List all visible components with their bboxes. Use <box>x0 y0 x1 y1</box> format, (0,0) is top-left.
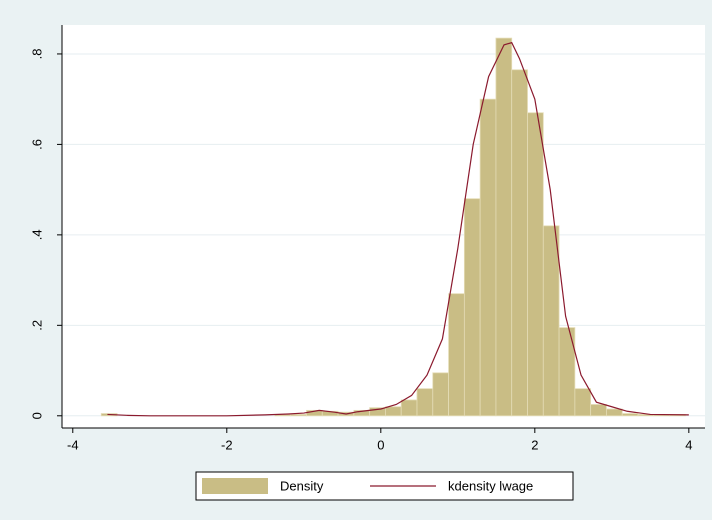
bar <box>400 399 418 417</box>
bar <box>479 98 497 417</box>
bar <box>542 225 560 417</box>
bar <box>574 388 592 417</box>
y-tick-label: 0 <box>29 412 44 419</box>
bar <box>385 406 402 417</box>
legend-label: Density <box>280 478 324 493</box>
y-tick-label: .4 <box>29 229 44 240</box>
bar <box>448 293 465 417</box>
bar <box>495 37 513 417</box>
bar <box>432 372 449 417</box>
x-tick-label: -4 <box>67 437 79 452</box>
y-tick-label: .6 <box>29 139 44 150</box>
x-tick-label: 0 <box>377 437 384 452</box>
bar <box>290 414 307 417</box>
x-tick-label: -2 <box>221 437 233 452</box>
bar <box>527 112 544 417</box>
bar <box>606 408 623 417</box>
bar <box>621 413 639 417</box>
x-tick-label: 4 <box>685 437 692 452</box>
bar <box>511 69 528 417</box>
bar <box>463 198 481 417</box>
legend-swatch <box>202 478 268 494</box>
y-tick-label: .2 <box>29 320 44 331</box>
bar <box>590 404 607 417</box>
y-tick-label: .8 <box>29 49 44 60</box>
bar <box>416 388 434 417</box>
bar <box>558 327 576 417</box>
plot-area <box>62 25 705 428</box>
x-tick-label: 2 <box>531 437 538 452</box>
legend-label: kdensity lwage <box>448 478 533 493</box>
density-line <box>107 41 689 417</box>
